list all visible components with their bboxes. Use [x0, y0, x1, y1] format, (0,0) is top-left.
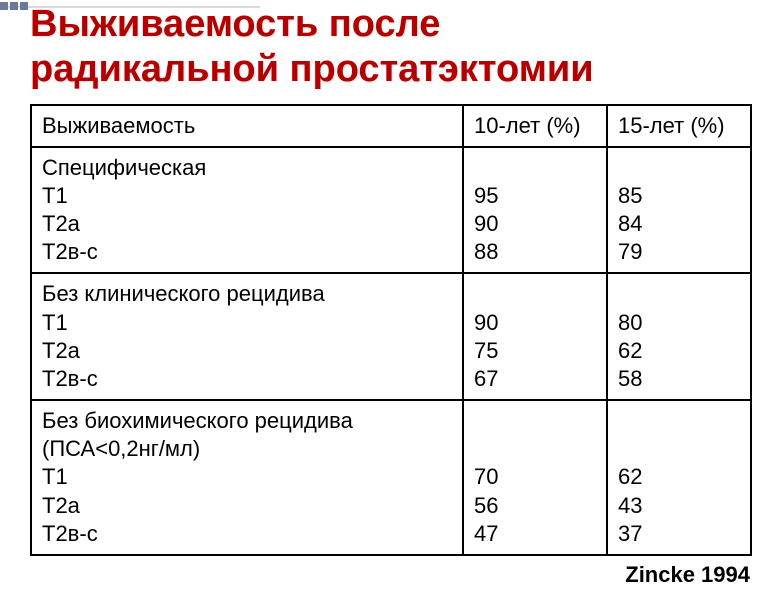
blank: [474, 435, 596, 463]
value: 90: [474, 309, 596, 337]
title-line-2: радикальной простатэктомии: [30, 48, 594, 90]
header-10yr: 10-лет (%): [463, 105, 607, 147]
value: 37: [618, 520, 740, 548]
stage-name: T1: [42, 182, 452, 210]
value: 80: [618, 309, 740, 337]
value: 43: [618, 492, 740, 520]
stage-name: T1: [42, 309, 452, 337]
blank: [618, 435, 740, 463]
v10-cell: 90 75 67: [463, 273, 607, 400]
stage-name: T2a: [42, 210, 452, 238]
value: 95: [474, 182, 596, 210]
group-label-cell: Без клинического рецидива T1 T2a T2в-c: [31, 273, 463, 400]
corner-decoration: [0, 2, 260, 30]
blank: [618, 407, 740, 435]
value: 67: [474, 365, 596, 393]
v15-cell: 85 84 79: [607, 147, 751, 274]
value: 85: [618, 182, 740, 210]
blank: [474, 154, 596, 182]
header-15yr: 15-лет (%): [607, 105, 751, 147]
deco-line: [0, 6, 260, 8]
group-label: Без клинического рецидива: [42, 280, 452, 308]
value: 62: [618, 337, 740, 365]
value: 56: [474, 492, 596, 520]
value: 58: [618, 365, 740, 393]
group-sublabel: (ПСА<0,2нг/мл): [42, 435, 452, 463]
deco-dot: [20, 2, 28, 10]
value: 90: [474, 210, 596, 238]
value: 70: [474, 463, 596, 491]
stage-name: T2a: [42, 337, 452, 365]
group-label: Специфическая: [42, 154, 452, 182]
value: 75: [474, 337, 596, 365]
v10-cell: 70 56 47: [463, 400, 607, 555]
table-header-row: Выживаемость 10-лет (%) 15-лет (%): [31, 105, 751, 147]
value: 47: [474, 520, 596, 548]
slide-content: Выживаемость после радикальной простатэк…: [0, 2, 783, 588]
blank: [474, 407, 596, 435]
deco-dot: [10, 2, 18, 10]
value: 88: [474, 238, 596, 266]
v15-cell: 80 62 58: [607, 273, 751, 400]
deco-dots: [0, 2, 28, 10]
survival-table: Выживаемость 10-лет (%) 15-лет (%) Специ…: [30, 104, 752, 556]
group-label-cell: Без биохимического рецидива (ПСА<0,2нг/м…: [31, 400, 463, 555]
stage-name: T2a: [42, 492, 452, 520]
blank: [618, 280, 740, 308]
table-row: Без клинического рецидива T1 T2a T2в-c 9…: [31, 273, 751, 400]
stage-name: T1: [42, 463, 452, 491]
blank: [618, 154, 740, 182]
table-row: Без биохимического рецидива (ПСА<0,2нг/м…: [31, 400, 751, 555]
blank: [474, 280, 596, 308]
citation: Zincke 1994: [30, 562, 750, 588]
value: 79: [618, 238, 740, 266]
group-label: Без биохимического рецидива: [42, 407, 452, 435]
v10-cell: 95 90 88: [463, 147, 607, 274]
table-row: Специфическая T1 T2a T2в-c 95 90 88 85 8…: [31, 147, 751, 274]
stage-name: T2в-c: [42, 238, 452, 266]
value: 62: [618, 463, 740, 491]
stage-name: T2в-c: [42, 365, 452, 393]
group-label-cell: Специфическая T1 T2a T2в-c: [31, 147, 463, 274]
stage-name: T2в-c: [42, 520, 452, 548]
v15-cell: 62 43 37: [607, 400, 751, 555]
header-survival: Выживаемость: [31, 105, 463, 147]
deco-dot: [0, 2, 8, 10]
value: 84: [618, 210, 740, 238]
